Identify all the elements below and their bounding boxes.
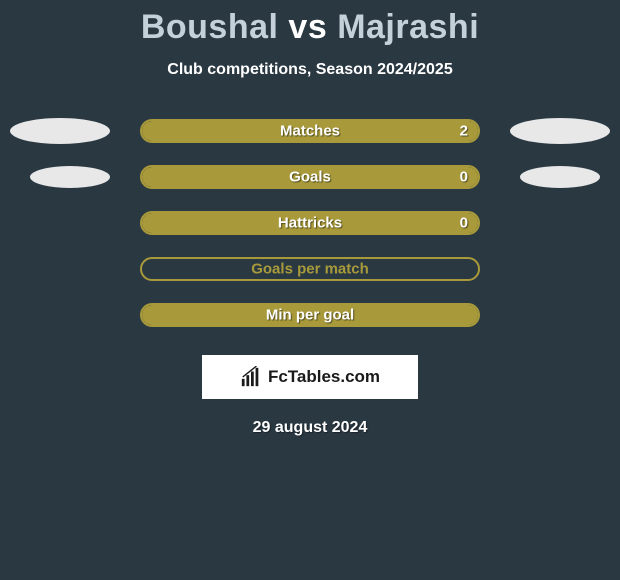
subtitle: Club competitions, Season 2024/2025 — [0, 61, 620, 79]
brand-text: FcTables.com — [268, 367, 380, 387]
brand-box[interactable]: FcTables.com — [202, 355, 418, 399]
date-label: 29 august 2024 — [0, 419, 620, 437]
stat-value: 2 — [460, 123, 468, 140]
player2-name: Majrashi — [337, 8, 479, 46]
player1-name: Boushal — [141, 8, 279, 46]
vs-separator: vs — [288, 8, 327, 46]
stat-row-goals: Goals 0 — [0, 165, 620, 189]
stat-value: 0 — [460, 215, 468, 232]
stat-label: Min per goal — [266, 307, 354, 324]
right-marker — [520, 166, 600, 188]
stat-label: Goals per match — [251, 261, 369, 278]
stat-row-matches: Matches 2 — [0, 119, 620, 143]
left-marker — [10, 118, 110, 144]
left-marker — [30, 166, 110, 188]
chart-icon — [240, 366, 262, 388]
stat-row-goals-per-match: Goals per match — [0, 257, 620, 281]
page-title: Boushal vs Majrashi — [0, 8, 620, 47]
stat-pill: Hattricks 0 — [140, 211, 480, 235]
infographic-container: Boushal vs Majrashi Club competitions, S… — [0, 0, 620, 437]
stat-row-hattricks: Hattricks 0 — [0, 211, 620, 235]
stat-pill: Goals per match — [140, 257, 480, 281]
stat-pill: Min per goal — [140, 303, 480, 327]
stat-label: Goals — [289, 169, 331, 186]
stat-value: 0 — [460, 169, 468, 186]
stat-label: Matches — [280, 123, 340, 140]
stat-rows: Matches 2 Goals 0 Hattricks 0 — [0, 119, 620, 327]
right-marker — [510, 118, 610, 144]
stat-pill: Goals 0 — [140, 165, 480, 189]
stat-pill: Matches 2 — [140, 119, 480, 143]
stat-row-min-per-goal: Min per goal — [0, 303, 620, 327]
stat-label: Hattricks — [278, 215, 342, 232]
